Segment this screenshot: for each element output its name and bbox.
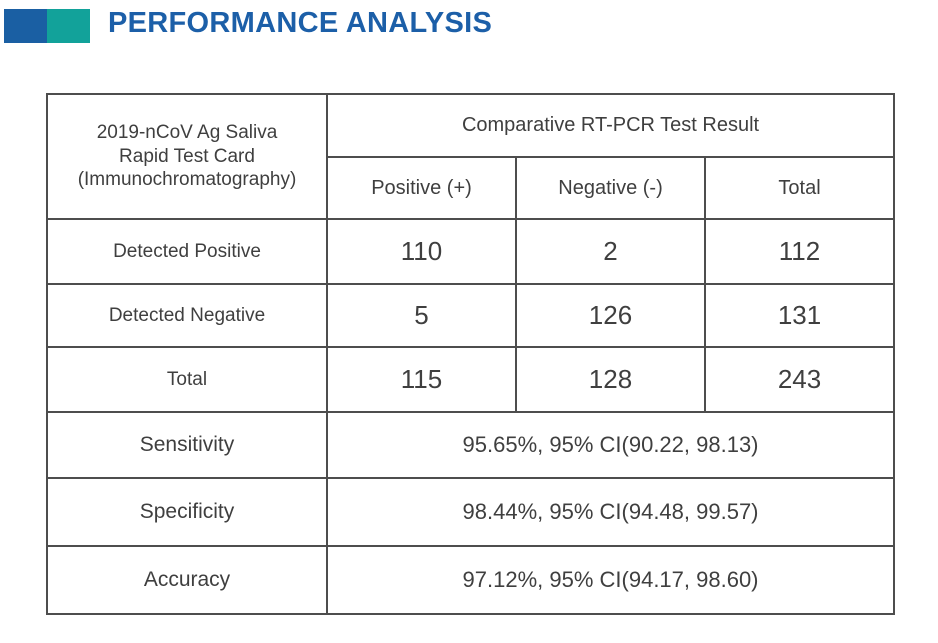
cell-value: 112: [703, 218, 896, 285]
cell-value: 131: [703, 283, 896, 348]
logo-blue-square-icon: [4, 9, 47, 43]
cell-value: 243: [703, 346, 896, 413]
cell-value: 110: [326, 218, 517, 285]
cell-value: 5: [326, 283, 517, 348]
comparative-rtpcr-header: Comparative RT-PCR Test Result: [325, 93, 896, 158]
col-header-total: Total: [703, 156, 896, 220]
table-row-total: Total 115 128 243: [46, 346, 896, 413]
row-label: Total: [46, 346, 328, 413]
logo: [4, 9, 90, 43]
table-row-specificity: Specificity 98.44%, 95% CI(94.48, 99.57): [46, 477, 896, 547]
test-card-label: 2019-nCoV Ag Saliva Rapid Test Card (Imm…: [46, 93, 328, 220]
col-header-positive: Positive (+): [326, 156, 517, 220]
table-row-accuracy: Accuracy 97.12%, 95% CI(94.17, 98.60): [46, 545, 896, 615]
cell-value: 128: [515, 346, 706, 413]
header-row-2: Positive (+) Negative (-) Total: [47, 156, 896, 220]
table-row-detected-negative: Detected Negative 5 126 131: [46, 283, 896, 348]
stat-label: Specificity: [46, 477, 328, 547]
stat-value: 98.44%, 95% CI(94.48, 99.57): [325, 477, 896, 547]
stat-value: 97.12%, 95% CI(94.17, 98.60): [325, 545, 896, 615]
logo-teal-square-icon: [47, 9, 90, 43]
page-title: PERFORMANCE ANALYSIS: [108, 7, 493, 39]
header-row-1: 2019-nCoV Ag Saliva Rapid Test Card (Imm…: [46, 93, 896, 220]
stat-value: 95.65%, 95% CI(90.22, 98.13): [325, 411, 896, 479]
stat-label: Accuracy: [46, 545, 328, 615]
row-label: Detected Positive: [46, 218, 328, 285]
performance-analysis-table: 2019-nCoV Ag Saliva Rapid Test Card (Imm…: [46, 93, 896, 615]
table-row-sensitivity: Sensitivity 95.65%, 95% CI(90.22, 98.13): [46, 411, 896, 479]
table-row-detected-positive: Detected Positive 110 2 112: [46, 218, 896, 285]
cell-value: 126: [515, 283, 706, 348]
row-label: Detected Negative: [46, 283, 328, 348]
cell-value: 115: [326, 346, 517, 413]
cell-value: 2: [515, 218, 706, 285]
stat-label: Sensitivity: [46, 411, 328, 479]
col-header-negative: Negative (-): [515, 156, 706, 220]
